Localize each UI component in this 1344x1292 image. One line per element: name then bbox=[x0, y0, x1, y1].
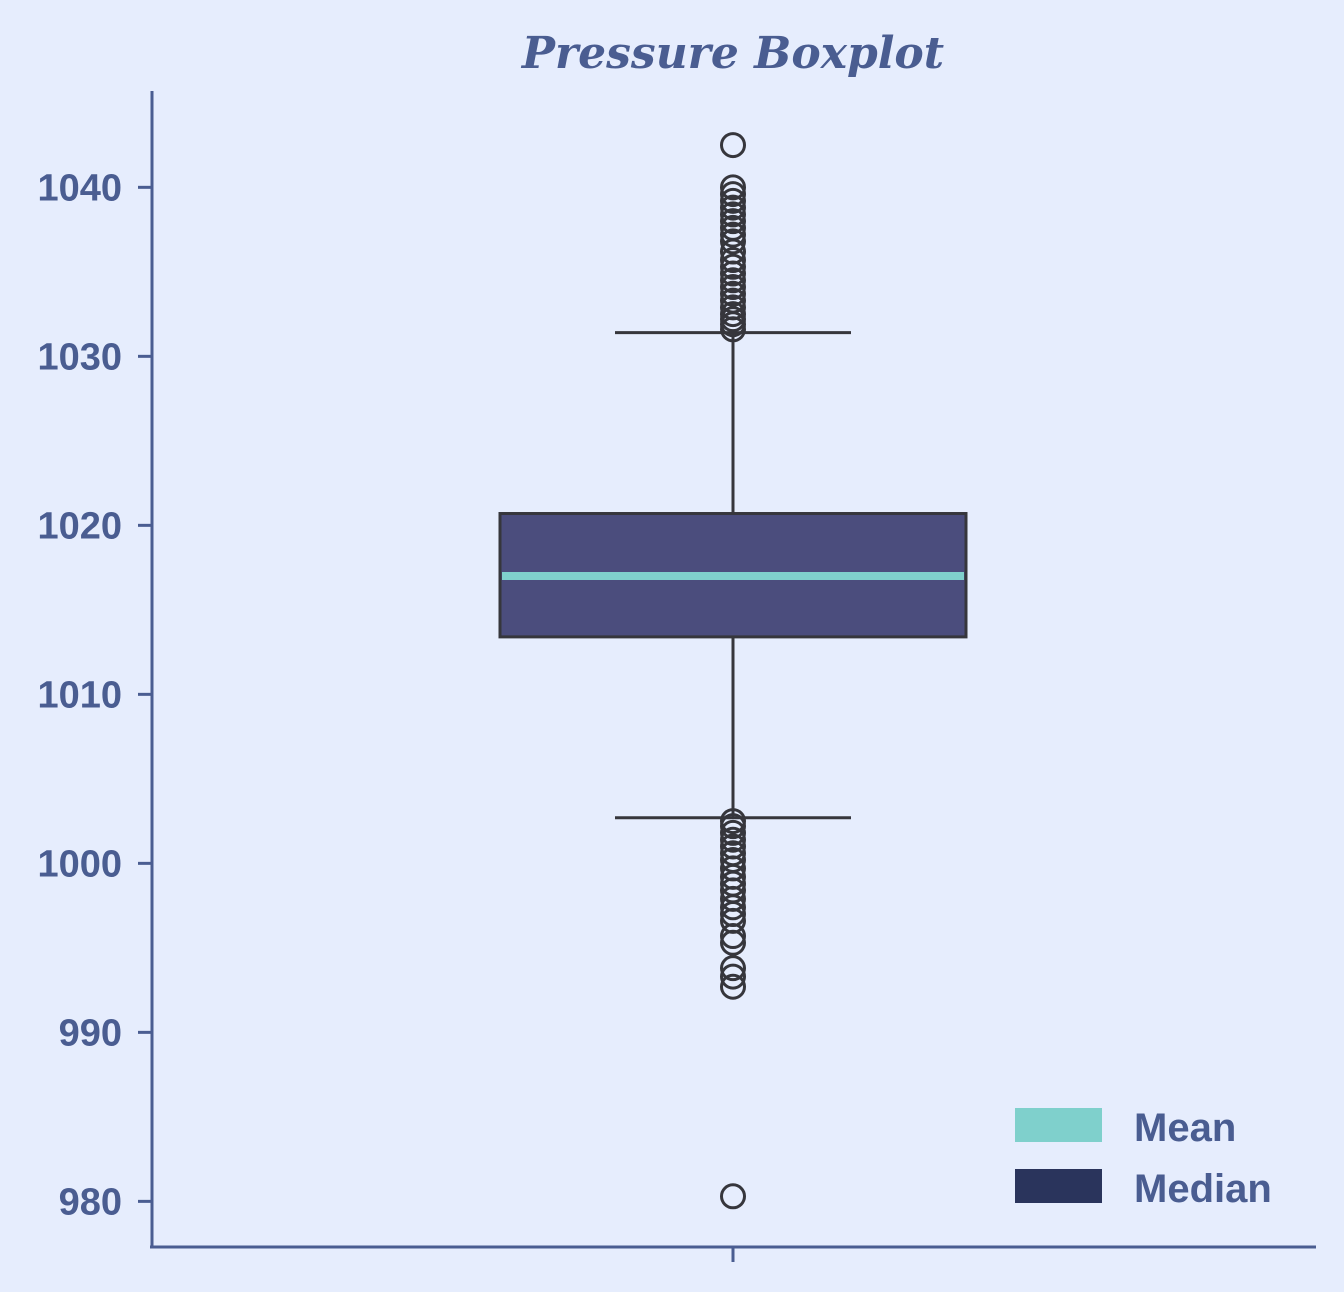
outlier-point bbox=[720, 194, 746, 221]
outliers-group bbox=[720, 132, 746, 1210]
outlier-point bbox=[720, 174, 746, 201]
outlier-point bbox=[720, 260, 746, 287]
y-axis: 980 990 1000 1010 1020 1030 1040 bbox=[37, 91, 154, 1248]
legend-median-label: Median bbox=[1134, 1167, 1272, 1211]
outlier-point bbox=[720, 253, 746, 280]
outlier-point bbox=[720, 201, 746, 228]
outlier-point bbox=[720, 274, 746, 301]
legend: Mean Median bbox=[1015, 1106, 1272, 1211]
y-tick-label: 1030 bbox=[37, 336, 122, 378]
chart-title: Pressure Boxplot bbox=[520, 28, 944, 79]
outlier-point bbox=[720, 208, 746, 235]
outlier-point bbox=[720, 228, 746, 255]
y-tick-label: 1020 bbox=[37, 505, 122, 547]
outlier-point bbox=[720, 280, 746, 307]
legend-mean-swatch bbox=[1015, 1108, 1102, 1142]
y-tick-label: 1040 bbox=[37, 167, 122, 209]
y-tick-label: 980 bbox=[59, 1181, 122, 1223]
outlier-point bbox=[720, 187, 746, 214]
outlier-point bbox=[720, 819, 746, 846]
outlier-point bbox=[720, 894, 746, 921]
y-tick-label: 1010 bbox=[37, 674, 122, 716]
outlier-point bbox=[720, 247, 746, 274]
outlier-point bbox=[720, 1183, 746, 1210]
outlier-point bbox=[720, 267, 746, 294]
y-tick-label: 990 bbox=[59, 1012, 122, 1054]
outlier-point bbox=[720, 973, 746, 1000]
legend-median-swatch bbox=[1015, 1169, 1102, 1203]
outlier-point bbox=[720, 929, 746, 956]
x-axis bbox=[150, 1245, 1316, 1262]
outlier-point bbox=[720, 181, 746, 208]
outlier-point bbox=[720, 316, 746, 343]
legend-mean-label: Mean bbox=[1134, 1106, 1236, 1150]
outlier-point bbox=[720, 963, 746, 990]
box-group bbox=[498, 331, 968, 820]
outlier-point bbox=[720, 221, 746, 248]
outlier-point bbox=[720, 826, 746, 853]
outlier-point bbox=[720, 813, 746, 840]
y-tick-label: 1000 bbox=[37, 843, 122, 885]
outlier-point bbox=[720, 923, 746, 950]
outlier-point bbox=[720, 955, 746, 982]
outlier-point bbox=[720, 132, 746, 159]
